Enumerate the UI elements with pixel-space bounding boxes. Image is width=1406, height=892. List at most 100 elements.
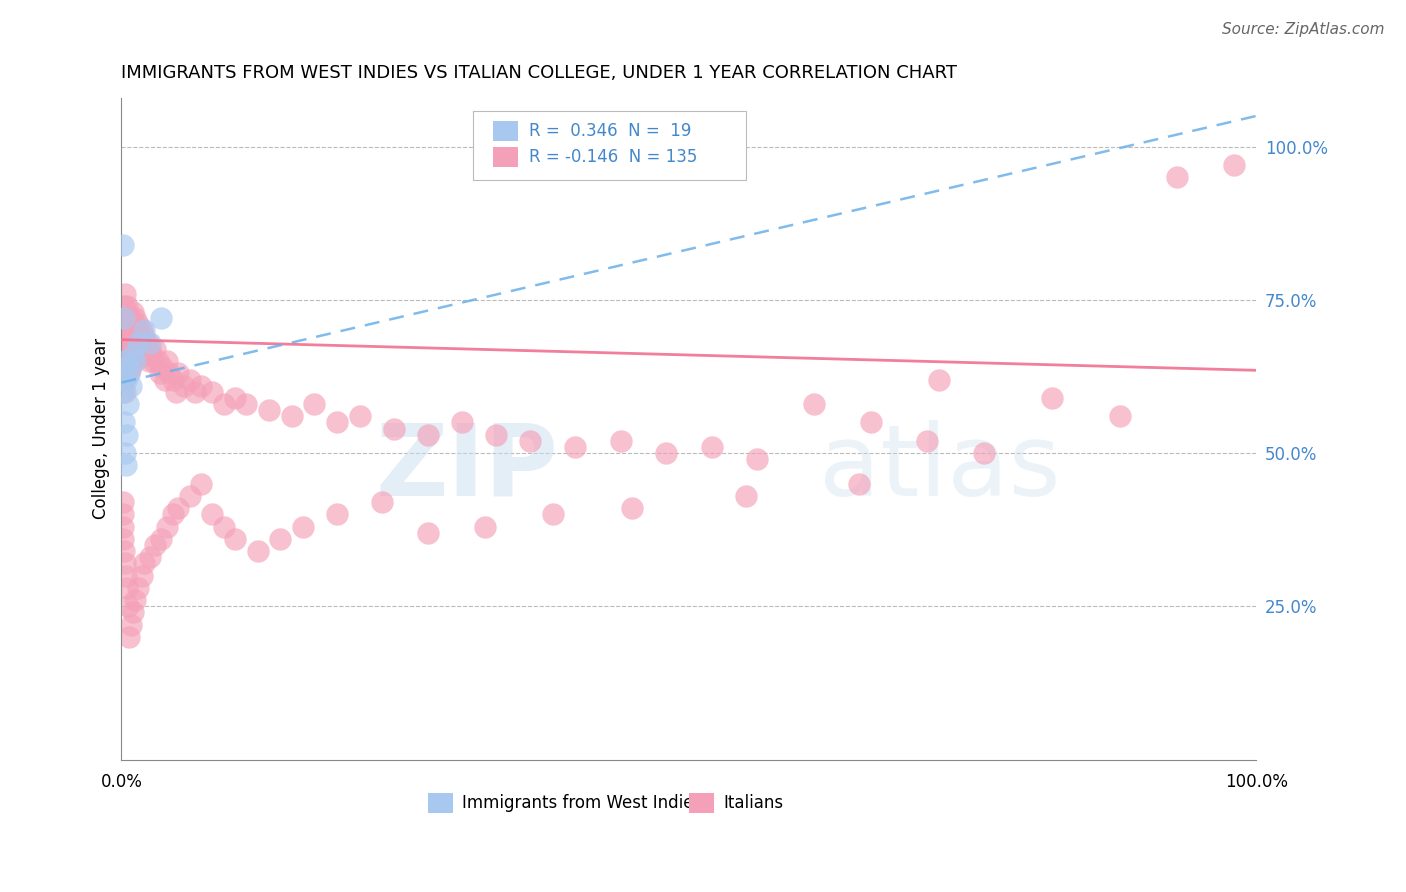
Point: [235, 397, 257, 411]
Text: ZIP: ZIP: [375, 420, 558, 516]
Point: [326, 416, 349, 430]
Point: [111, 532, 134, 546]
Point: [474, 519, 496, 533]
Point: [131, 568, 153, 582]
Point: [179, 372, 201, 386]
Point: [127, 335, 149, 350]
Point: [179, 489, 201, 503]
Point: [156, 519, 179, 533]
Point: [138, 354, 160, 368]
FancyBboxPatch shape: [427, 793, 453, 813]
Point: [129, 335, 152, 350]
Point: [246, 544, 269, 558]
Text: R = -0.146  N = 135: R = -0.146 N = 135: [529, 148, 697, 166]
Point: [112, 323, 135, 337]
Point: [111, 335, 134, 350]
Point: [112, 416, 135, 430]
Point: [114, 446, 136, 460]
Point: [117, 360, 139, 375]
Point: [114, 384, 136, 399]
FancyBboxPatch shape: [474, 111, 745, 180]
Point: [120, 617, 142, 632]
Point: [114, 354, 136, 368]
Point: [124, 335, 146, 350]
Point: [112, 348, 135, 362]
Point: [121, 323, 143, 337]
Point: [139, 335, 162, 350]
Point: [146, 354, 169, 368]
Point: [121, 305, 143, 319]
Point: [700, 440, 723, 454]
Point: [167, 501, 190, 516]
Text: atlas: atlas: [820, 420, 1062, 516]
Point: [224, 391, 246, 405]
Point: [382, 421, 405, 435]
Point: [124, 354, 146, 368]
Point: [132, 335, 155, 350]
Point: [122, 342, 145, 356]
Point: [118, 323, 141, 337]
Point: [114, 335, 136, 350]
Point: [485, 427, 508, 442]
Point: [156, 354, 179, 368]
Text: Immigrants from West Indies: Immigrants from West Indies: [463, 794, 702, 812]
Point: [112, 299, 135, 313]
Point: [564, 440, 586, 454]
Point: [111, 237, 134, 252]
Point: [162, 372, 184, 386]
Point: [610, 434, 633, 448]
Point: [257, 403, 280, 417]
Point: [127, 342, 149, 356]
Text: R =  0.346  N =  19: R = 0.346 N = 19: [529, 121, 692, 140]
Point: [120, 378, 142, 392]
Point: [149, 367, 172, 381]
Point: [134, 323, 156, 337]
Point: [121, 348, 143, 362]
Point: [153, 372, 176, 386]
Point: [134, 342, 156, 356]
Point: [112, 544, 135, 558]
Text: Italians: Italians: [723, 794, 783, 812]
Point: [115, 568, 138, 582]
Point: [139, 348, 162, 362]
Point: [150, 360, 173, 375]
Point: [114, 311, 136, 326]
Point: [139, 550, 162, 565]
Point: [541, 508, 564, 522]
Point: [120, 360, 142, 375]
Point: [136, 335, 159, 350]
Point: [117, 397, 139, 411]
Point: [803, 397, 825, 411]
Point: [1040, 391, 1063, 405]
Point: [212, 519, 235, 533]
Point: [371, 495, 394, 509]
Point: [416, 427, 439, 442]
Point: [131, 323, 153, 337]
Point: [973, 446, 995, 460]
Point: [150, 311, 173, 326]
Point: [190, 476, 212, 491]
Point: [280, 409, 302, 424]
Point: [269, 532, 291, 546]
Point: [131, 348, 153, 362]
Point: [134, 329, 156, 343]
Point: [127, 335, 149, 350]
Point: [124, 311, 146, 326]
Point: [115, 427, 138, 442]
Point: [162, 508, 184, 522]
Point: [292, 519, 315, 533]
Point: [115, 335, 138, 350]
Point: [167, 367, 190, 381]
Point: [117, 335, 139, 350]
Point: [114, 557, 136, 571]
Point: [118, 367, 141, 381]
Point: [118, 630, 141, 644]
Point: [734, 489, 756, 503]
Point: [201, 508, 224, 522]
Point: [201, 384, 224, 399]
Text: Source: ZipAtlas.com: Source: ZipAtlas.com: [1222, 22, 1385, 37]
Point: [859, 416, 882, 430]
Point: [655, 446, 678, 460]
Point: [115, 323, 138, 337]
Point: [111, 519, 134, 533]
